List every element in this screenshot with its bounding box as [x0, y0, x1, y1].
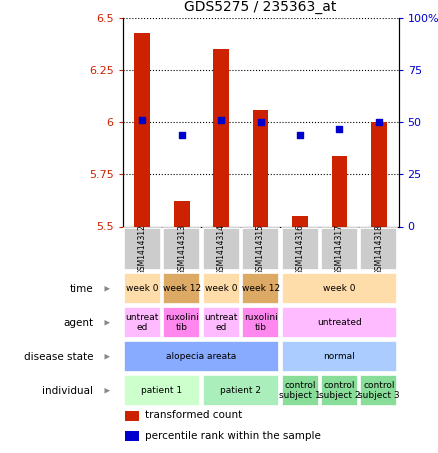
- Bar: [163, 308, 200, 338]
- Point: [375, 119, 382, 126]
- Text: GSM1414316: GSM1414316: [296, 224, 304, 275]
- Bar: [282, 308, 397, 338]
- Bar: [360, 376, 397, 406]
- Bar: [124, 274, 161, 304]
- Bar: [242, 274, 279, 304]
- Text: week 12: week 12: [162, 284, 201, 293]
- Text: normal: normal: [324, 352, 355, 361]
- Text: ruxolini
tib: ruxolini tib: [165, 313, 199, 333]
- Text: percentile rank within the sample: percentile rank within the sample: [145, 431, 321, 441]
- Text: individual: individual: [42, 386, 93, 396]
- Text: control
subject 1: control subject 1: [279, 381, 321, 400]
- Text: ruxolini
tib: ruxolini tib: [244, 313, 278, 333]
- Bar: [213, 49, 229, 227]
- Bar: [125, 410, 139, 421]
- Point: [257, 119, 264, 126]
- Bar: [282, 342, 397, 372]
- Bar: [134, 33, 150, 226]
- Bar: [163, 274, 200, 304]
- Point: [336, 125, 343, 132]
- Bar: [282, 376, 318, 406]
- Text: patient 2: patient 2: [220, 386, 261, 395]
- Bar: [242, 228, 279, 270]
- Text: control
subject 2: control subject 2: [319, 381, 360, 400]
- Bar: [242, 308, 279, 338]
- Text: week 0: week 0: [126, 284, 159, 293]
- Bar: [203, 274, 240, 304]
- Text: agent: agent: [63, 318, 93, 328]
- Text: GSM1414314: GSM1414314: [217, 224, 226, 275]
- Bar: [124, 308, 161, 338]
- Text: control
subject 3: control subject 3: [358, 381, 400, 400]
- Bar: [203, 228, 240, 270]
- Point: [178, 131, 185, 139]
- Text: time: time: [70, 284, 93, 294]
- Text: disease state: disease state: [24, 352, 93, 362]
- Text: GSM1414315: GSM1414315: [256, 224, 265, 275]
- Text: untreat
ed: untreat ed: [126, 313, 159, 333]
- Text: GSM1414313: GSM1414313: [177, 224, 186, 275]
- Point: [297, 131, 304, 139]
- Bar: [124, 228, 161, 270]
- Text: untreated: untreated: [317, 318, 362, 327]
- Text: transformed count: transformed count: [145, 410, 242, 420]
- Bar: [124, 376, 200, 406]
- Bar: [360, 228, 397, 270]
- Bar: [282, 274, 397, 304]
- Text: GSM1414318: GSM1414318: [374, 224, 383, 275]
- Bar: [174, 202, 190, 226]
- Text: week 12: week 12: [241, 284, 280, 293]
- Title: GDS5275 / 235363_at: GDS5275 / 235363_at: [184, 0, 337, 14]
- Text: week 0: week 0: [205, 284, 237, 293]
- Bar: [253, 110, 268, 226]
- Bar: [321, 228, 358, 270]
- Text: alopecia areata: alopecia areata: [166, 352, 237, 361]
- Bar: [321, 376, 358, 406]
- Bar: [203, 376, 279, 406]
- Text: GSM1414317: GSM1414317: [335, 224, 344, 275]
- Text: patient 1: patient 1: [141, 386, 183, 395]
- Bar: [282, 228, 318, 270]
- Bar: [124, 342, 279, 372]
- Bar: [332, 156, 347, 226]
- Text: GSM1414312: GSM1414312: [138, 224, 147, 275]
- Point: [139, 116, 146, 124]
- Point: [218, 116, 225, 124]
- Bar: [292, 216, 308, 226]
- Bar: [163, 228, 200, 270]
- Text: week 0: week 0: [323, 284, 356, 293]
- Bar: [203, 308, 240, 338]
- Text: untreat
ed: untreat ed: [205, 313, 238, 333]
- Bar: [125, 431, 139, 441]
- Bar: [371, 122, 387, 226]
